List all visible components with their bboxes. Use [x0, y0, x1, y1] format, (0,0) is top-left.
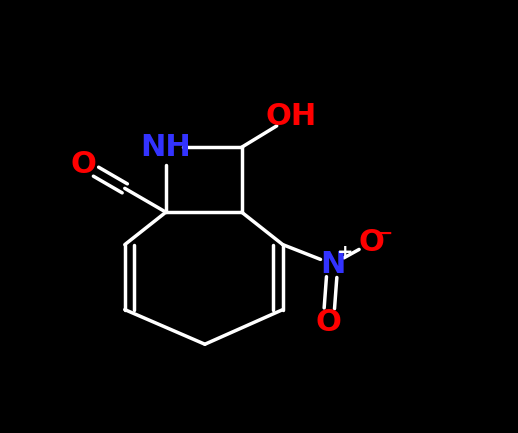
Text: −: − — [377, 223, 394, 242]
Text: +: + — [337, 242, 354, 262]
Text: N: N — [320, 250, 346, 278]
Text: O: O — [315, 308, 341, 337]
Text: OH: OH — [266, 103, 317, 131]
Text: NH: NH — [140, 133, 191, 162]
Text: O: O — [358, 228, 384, 257]
Text: O: O — [70, 150, 96, 179]
